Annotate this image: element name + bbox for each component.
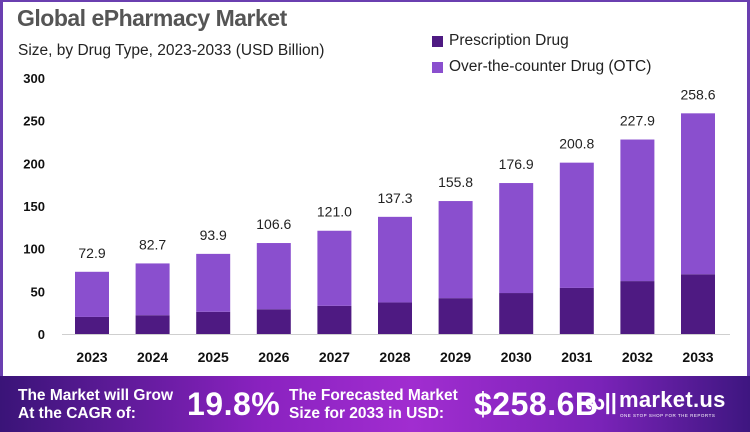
- legend-label-otc: Over-the-counter Drug (OTC): [449, 58, 652, 75]
- bar-segment-otc: [378, 216, 412, 303]
- bar-segment-otc: [75, 271, 109, 317]
- bar-segment-otc: [681, 113, 715, 275]
- bar-segment-otc: [438, 201, 473, 299]
- bar-chart: 0 50 100 150 200 250 300 72.9 2023 82.7 2024 93.9 20…: [23, 71, 730, 365]
- x-tick-label: 2032: [622, 349, 653, 365]
- logo-text: market.us: [619, 387, 726, 412]
- x-tick-label: 2026: [258, 349, 289, 365]
- forecast-value: $258.6B: [474, 386, 599, 422]
- forecast-caption-line2: Size for 2033 in USD:: [289, 405, 445, 422]
- x-tick-label: 2023: [76, 349, 107, 365]
- legend-swatch-prescription: [432, 35, 443, 47]
- x-tick-label: 2024: [137, 349, 168, 365]
- chart-title: Global ePharmacy Market: [17, 5, 287, 31]
- bar-total-label: 82.7: [139, 236, 166, 252]
- x-tick-label: 2030: [501, 349, 532, 365]
- bar-segment-prescription: [438, 298, 473, 334]
- bar-total-label: 93.9: [200, 227, 227, 243]
- cagr-caption: The Market will Grow At the CAGR of:: [18, 387, 173, 423]
- legend-item-otc: Over-the-counter Drug (OTC): [432, 54, 651, 80]
- bar-segment-prescription: [559, 287, 594, 334]
- cagr-caption-line1: The Market will Grow: [18, 387, 174, 404]
- bar-segment-prescription: [196, 311, 231, 334]
- bar-segment-otc: [499, 183, 534, 294]
- x-tick-label: 2033: [682, 349, 713, 365]
- bar-total-label: 137.3: [377, 190, 412, 206]
- x-tick-label: 2028: [379, 349, 410, 365]
- bar-segment-otc: [559, 162, 594, 288]
- bar-segment-otc: [135, 263, 170, 316]
- bar-segment-otc: [620, 139, 655, 282]
- bar-segment-prescription: [681, 274, 715, 334]
- x-tick-label: 2025: [198, 349, 229, 365]
- market-us-logo-icon: ᔓ||: [585, 389, 617, 414]
- bar-segment-prescription: [135, 315, 170, 334]
- y-tick-label: 100: [23, 242, 45, 257]
- x-tick-label: 2027: [319, 349, 350, 365]
- legend-label-prescription: Prescription Drug: [449, 32, 569, 49]
- bar-segment-prescription: [75, 316, 109, 334]
- bar-total-label: 200.8: [559, 136, 594, 152]
- stats-banner: The Market will Grow At the CAGR of: 19.…: [0, 376, 750, 432]
- bar-segment-prescription: [256, 309, 291, 334]
- bar-segment-prescription: [378, 302, 412, 334]
- cagr-caption-line2: At the CAGR of:: [18, 405, 136, 422]
- forecast-caption-line1: The Forecasted Market: [289, 387, 458, 404]
- bar-total-label: 258.6: [680, 86, 715, 102]
- legend-swatch-otc: [432, 61, 443, 73]
- y-tick-label: 150: [23, 199, 45, 214]
- bar-segment-otc: [256, 243, 291, 310]
- bar-total-label: 155.8: [438, 174, 473, 190]
- logo-tagline: ONE STOP SHOP FOR THE REPORTS: [620, 413, 716, 418]
- x-tick-label: 2031: [561, 349, 592, 365]
- bar-total-label: 227.9: [620, 113, 655, 129]
- bar-total-label: 72.9: [78, 245, 105, 261]
- bar-total-label: 106.6: [256, 216, 291, 232]
- bar-segment-otc: [196, 253, 231, 312]
- bar-segment-otc: [317, 230, 352, 306]
- bar-total-label: 121.0: [317, 204, 352, 220]
- y-tick-label: 0: [38, 327, 45, 342]
- cagr-value: 19.8%: [187, 386, 281, 422]
- bar-segment-prescription: [317, 305, 352, 334]
- legend-item-prescription: Prescription Drug: [432, 28, 651, 54]
- forecast-caption: The Forecasted Market Size for 2033 in U…: [289, 387, 458, 423]
- y-tick-label: 50: [31, 284, 45, 299]
- legend: Prescription Drug Over-the-counter Drug …: [432, 28, 651, 80]
- bar-total-label: 176.9: [499, 156, 534, 172]
- y-tick-label: 300: [23, 71, 45, 86]
- x-tick-label: 2029: [440, 349, 471, 365]
- chart-subtitle: Size, by Drug Type, 2023-2033 (USD Billi…: [18, 42, 325, 59]
- y-tick-label: 200: [23, 156, 45, 171]
- bar-segment-prescription: [499, 293, 534, 334]
- y-tick-label: 250: [23, 114, 45, 129]
- bar-segment-prescription: [620, 281, 655, 334]
